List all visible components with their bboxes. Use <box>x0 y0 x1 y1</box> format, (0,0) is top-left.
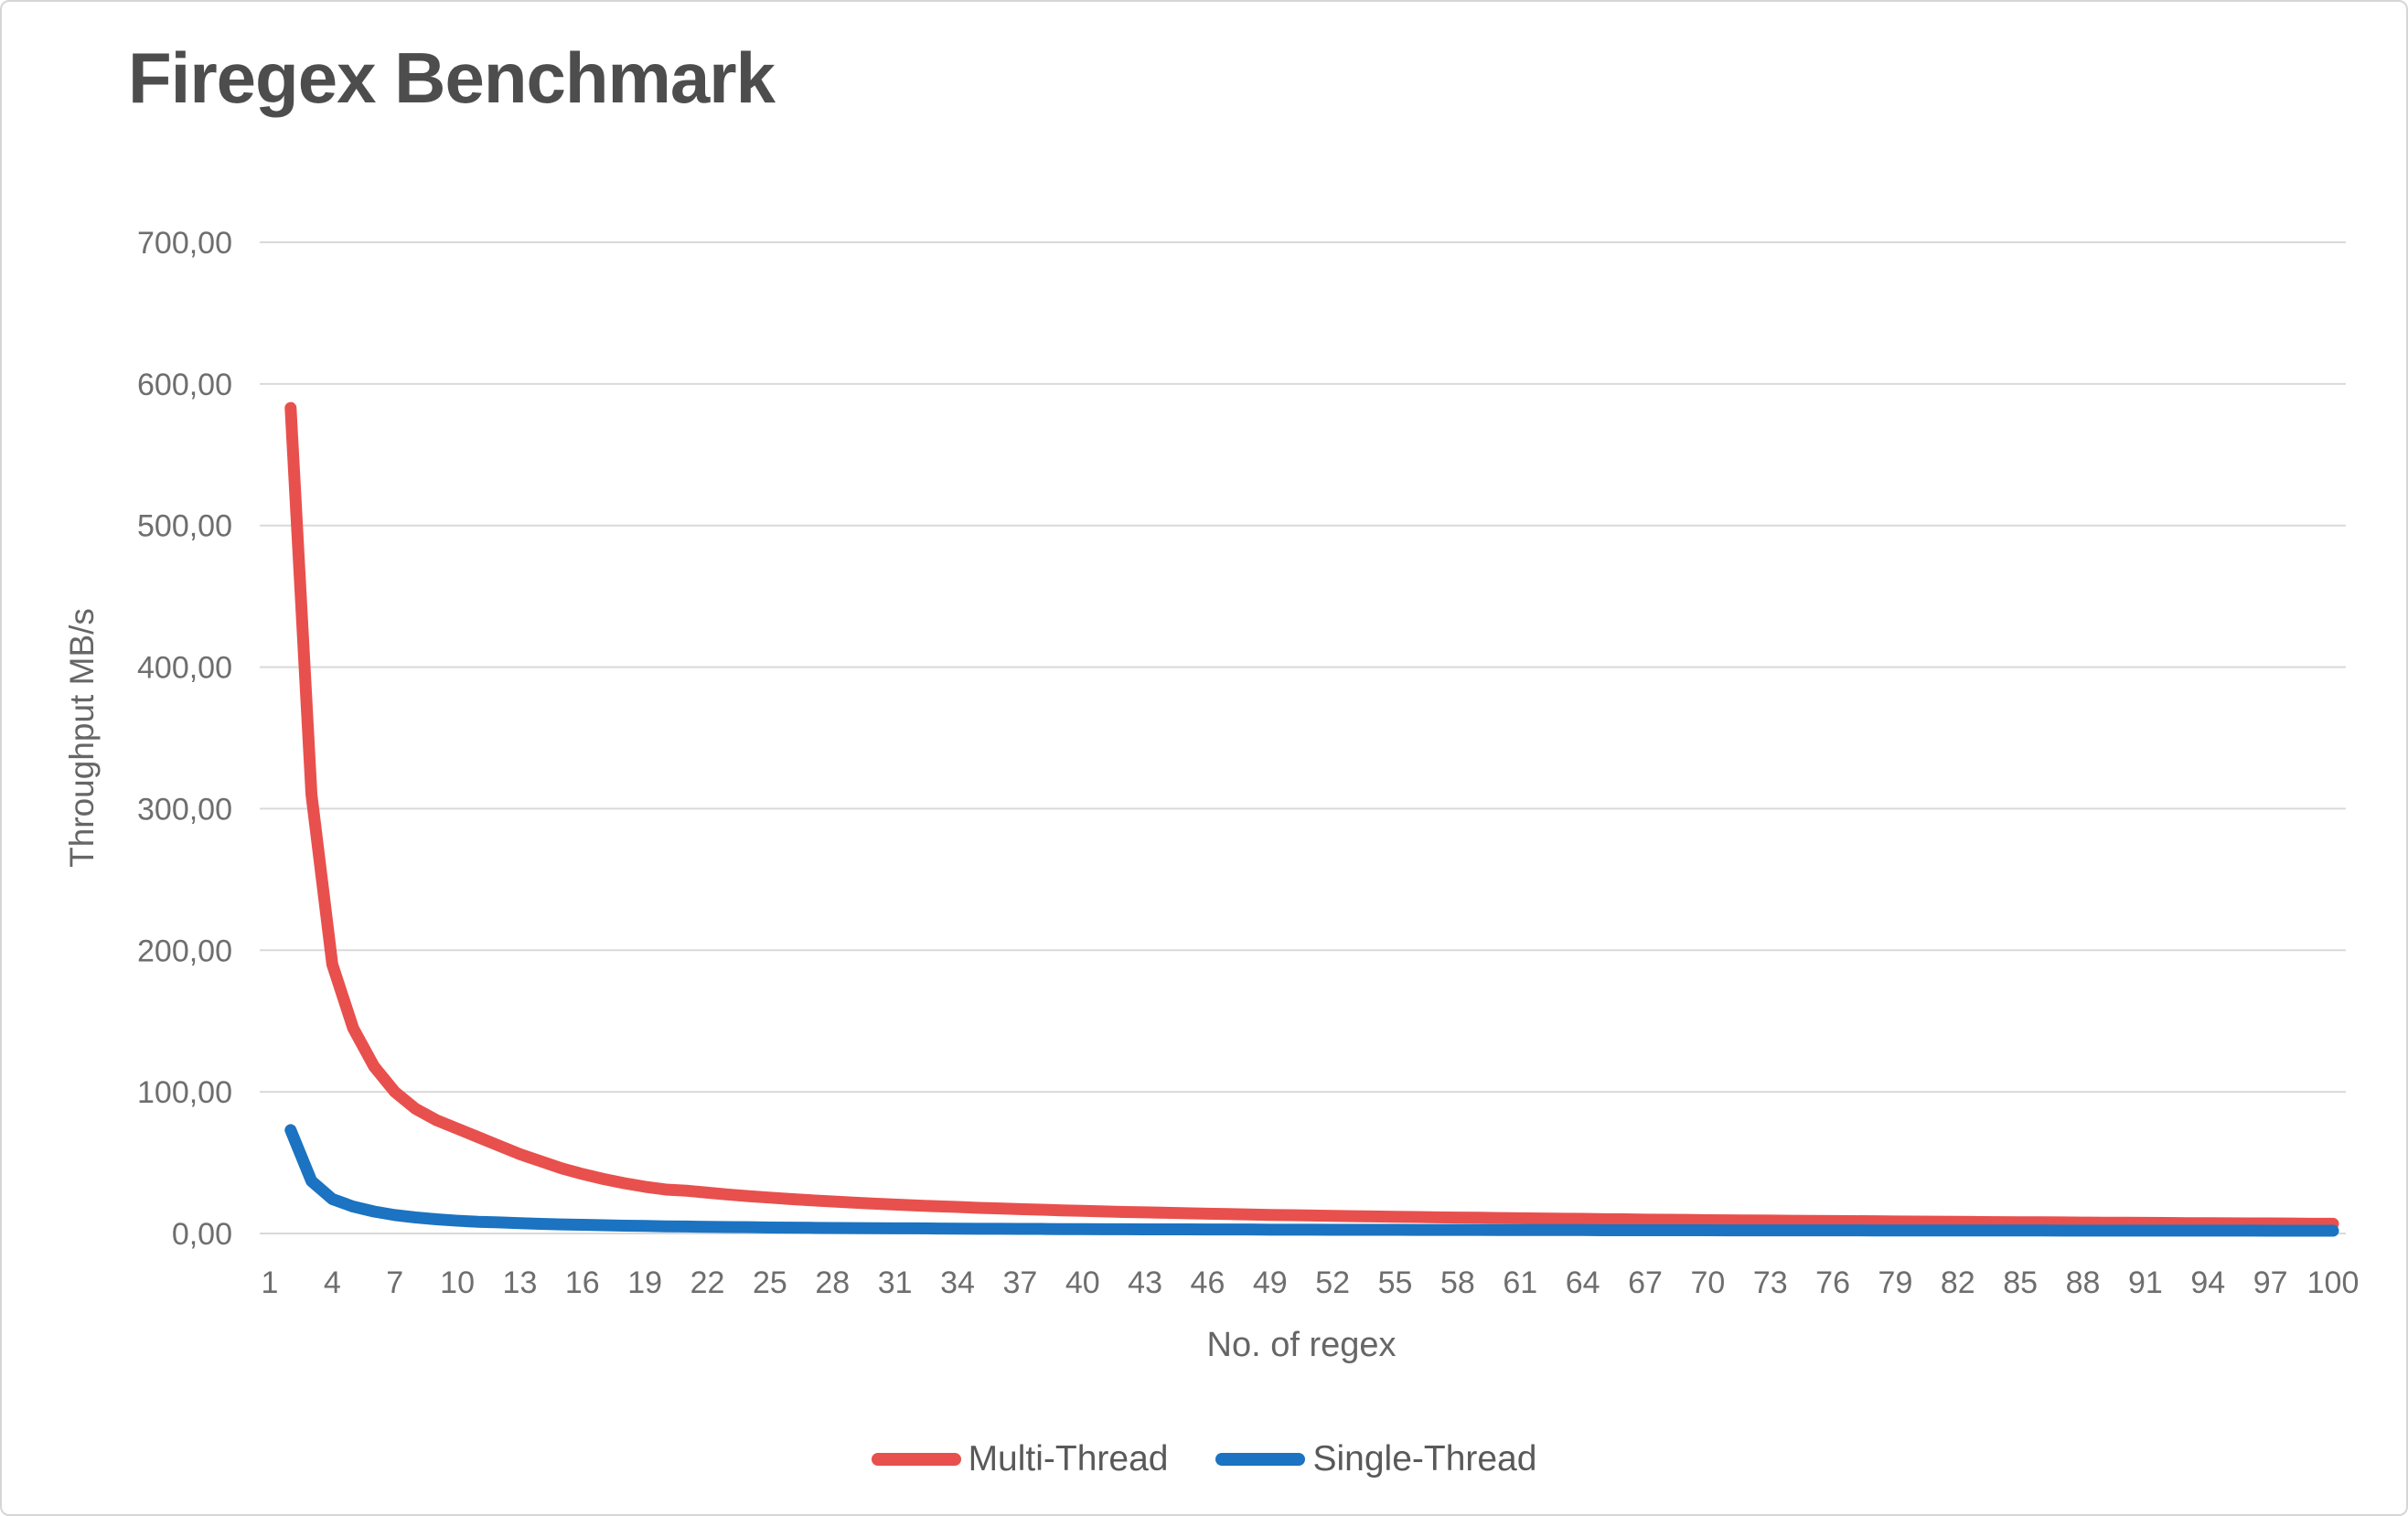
x-tick-label: 61 <box>1503 1265 1537 1300</box>
y-tick-label: 200,00 <box>137 934 232 968</box>
x-tick-label: 16 <box>565 1265 600 1300</box>
legend-item-single-thread: Single-Thread <box>1215 1439 1536 1479</box>
legend-label-single-thread: Single-Thread <box>1312 1439 1537 1479</box>
x-tick-label: 88 <box>2066 1265 2101 1300</box>
multi-thread-line-swatch <box>871 1453 961 1466</box>
series-line-single-thread <box>284 1124 2339 1237</box>
x-tick-label: 94 <box>2190 1265 2225 1300</box>
x-tick-label: 67 <box>1628 1265 1663 1300</box>
x-tick-label: 25 <box>753 1265 787 1300</box>
x-tick-label: 91 <box>2128 1265 2163 1300</box>
x-tick-label: 70 <box>1690 1265 1725 1300</box>
x-tick-label: 31 <box>878 1265 913 1300</box>
x-tick-label: 4 <box>324 1265 341 1300</box>
legend-item-multi-thread: Multi-Thread <box>871 1439 1169 1479</box>
y-tick-label: 600,00 <box>137 368 232 402</box>
x-tick-label: 1 <box>262 1265 279 1300</box>
x-tick-label: 64 <box>1566 1265 1600 1300</box>
x-tick-label: 43 <box>1128 1265 1162 1300</box>
x-tick-label: 100 <box>2307 1265 2360 1300</box>
x-tick-label: 73 <box>1753 1265 1788 1300</box>
x-tick-label: 49 <box>1253 1265 1288 1300</box>
x-tick-label: 76 <box>1815 1265 1850 1300</box>
x-tick-label: 22 <box>690 1265 725 1300</box>
y-tick-label: 400,00 <box>137 651 232 686</box>
legend-label-multi-thread: Multi-Thread <box>968 1439 1169 1479</box>
x-tick-label: 37 <box>1002 1265 1037 1300</box>
x-tick-label: 13 <box>503 1265 538 1300</box>
legend: Multi-Thread Single-Thread <box>2 1439 2406 1479</box>
y-tick-label: 300,00 <box>137 792 232 827</box>
x-tick-label: 46 <box>1191 1265 1225 1300</box>
y-tick-label: 700,00 <box>137 226 232 261</box>
y-tick-label: 0,00 <box>172 1217 232 1252</box>
y-tick-label: 100,00 <box>137 1075 232 1110</box>
x-tick-label: 79 <box>1878 1265 1913 1300</box>
x-tick-label: 85 <box>2003 1265 2038 1300</box>
x-tick-label: 52 <box>1315 1265 1350 1300</box>
x-tick-label: 82 <box>1941 1265 1975 1300</box>
y-tick-label: 500,00 <box>137 509 232 544</box>
x-tick-label: 55 <box>1378 1265 1413 1300</box>
x-axis-title: No. of regex <box>1206 1326 1397 1364</box>
x-tick-label: 34 <box>940 1265 975 1300</box>
chart-title: Firegex Benchmark <box>128 37 776 118</box>
y-axis-title: Throughput MB/s <box>63 608 101 868</box>
x-tick-label: 28 <box>815 1265 850 1300</box>
x-tick-label: 97 <box>2253 1265 2288 1300</box>
x-tick-label: 7 <box>386 1265 403 1300</box>
x-tick-label: 58 <box>1440 1265 1475 1300</box>
x-tick-label: 10 <box>440 1265 475 1300</box>
x-tick-label: 40 <box>1065 1265 1100 1300</box>
series-line-multi-thread <box>284 401 2339 1230</box>
single-thread-line-swatch <box>1215 1453 1306 1466</box>
x-tick-label: 19 <box>627 1265 662 1300</box>
